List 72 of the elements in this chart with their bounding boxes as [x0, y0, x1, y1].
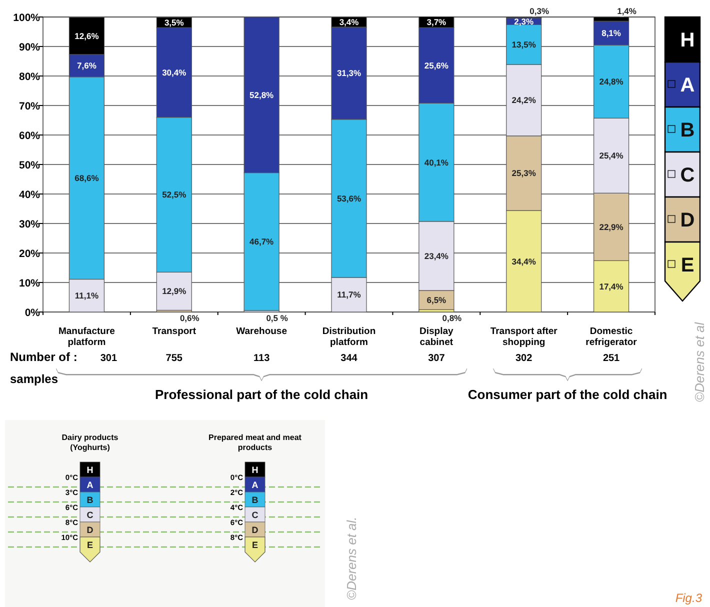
x-tick-label: Domestic refrigerator: [586, 326, 638, 348]
data-label: 30,4%: [162, 67, 187, 78]
data-label: 53,6%: [336, 193, 362, 204]
data-label: 24,2%: [512, 95, 536, 106]
data-label: 3,7%: [426, 17, 447, 28]
data-label: 12,9%: [162, 286, 187, 296]
y-tick-label: 10%: [18, 278, 41, 290]
x-tick-label: Distribution platform: [322, 326, 376, 348]
data-label: 7,6%: [77, 60, 97, 71]
data-label: 3,5%: [164, 17, 184, 28]
data-label: 3,4%: [339, 17, 360, 28]
x-tick-label: Display cabinet: [420, 326, 454, 348]
legend-label: D: [680, 210, 695, 232]
text: 344: [340, 353, 358, 364]
data-label: 40,1%: [424, 157, 449, 168]
y-tick-label: 20%: [18, 248, 41, 260]
data-label: 11,7%: [337, 290, 362, 300]
data-label: 0,3%: [530, 6, 550, 16]
data-label: 8,1%: [602, 28, 622, 38]
data-label: 13,5%: [512, 40, 536, 50]
text: samples: [10, 372, 58, 386]
data-label: 6,5%: [426, 295, 447, 306]
x-tick-label: Warehouse: [236, 326, 287, 337]
x-tick-label: Manufacture platform: [58, 326, 115, 348]
text: Number of :: [10, 350, 78, 364]
text: Professional part of the cold chain: [155, 387, 368, 402]
data-label: 31,3%: [336, 68, 362, 78]
text: Consumer part of the cold chain: [468, 387, 668, 402]
y-tick-label: 30%: [18, 218, 41, 230]
text: ©Derens et al: [692, 321, 707, 402]
text: 755: [166, 353, 183, 364]
data-label: 11,1%: [74, 290, 99, 301]
text: ©Derens et al.: [344, 516, 359, 600]
caption: Fig.3: [675, 591, 702, 605]
legend-label: A: [680, 74, 695, 96]
data-label: 52,8%: [250, 90, 274, 100]
data-label: 46,7%: [250, 236, 274, 247]
y-tick-label: 50%: [18, 160, 41, 172]
data-label: 12,6%: [74, 30, 100, 41]
data-label: 24,8%: [599, 76, 624, 87]
data-label: 0,6%: [180, 313, 200, 323]
x-tick-label: Transport: [152, 326, 197, 337]
legend-label: B: [680, 120, 695, 142]
text: H: [680, 30, 695, 52]
y-tick-label: 0%: [24, 307, 41, 319]
data-label: 25,6%: [424, 60, 449, 70]
data-label: 0,8%: [442, 313, 462, 323]
y-tick-label: 40%: [18, 189, 41, 201]
text: 307: [428, 353, 446, 364]
data-label: 52,5%: [162, 190, 187, 200]
data-label: 68,6%: [74, 173, 100, 184]
data-label: 17,4%: [599, 281, 624, 292]
data-label: 34,4%: [512, 256, 536, 266]
y-tick-label: 80%: [18, 71, 41, 83]
y-tick-label: 60%: [18, 130, 41, 142]
data-label: 2,3%: [514, 16, 534, 26]
text: 113: [254, 353, 270, 364]
legend-label: E: [680, 254, 694, 276]
legend-label: C: [680, 164, 695, 186]
data-label: 0,5 %: [266, 313, 288, 323]
data-label: 25,3%: [512, 168, 536, 178]
x-tick-label: Transport after shopping: [490, 326, 558, 348]
data-label: 22,9%: [599, 222, 624, 232]
text: 302: [516, 353, 533, 364]
text: 251: [602, 353, 620, 364]
y-tick-label: 70%: [18, 100, 41, 112]
data-label: 23,4%: [424, 250, 449, 261]
y-tick-label: 100%: [13, 12, 41, 24]
data-label: 25,4%: [599, 150, 624, 161]
text: 301: [100, 353, 118, 364]
y-tick-label: 90%: [18, 42, 41, 54]
data-label: 1,4%: [617, 6, 637, 16]
